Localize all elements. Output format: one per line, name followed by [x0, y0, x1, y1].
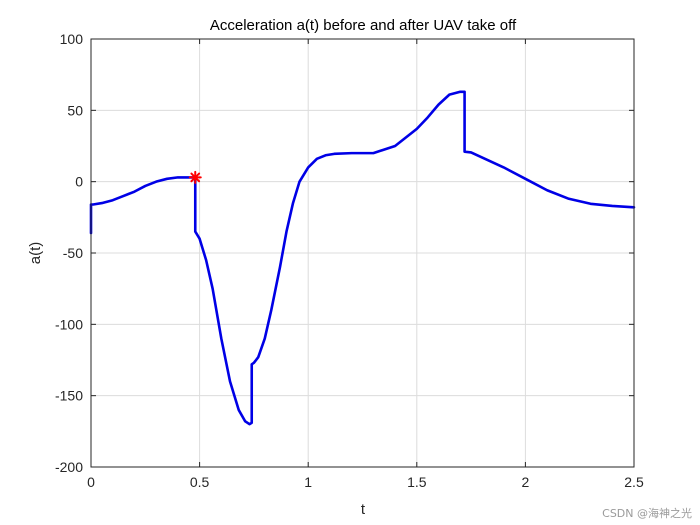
y-tick-label: -150 — [55, 388, 83, 404]
x-tick-label: 0 — [87, 474, 95, 490]
series-line — [89, 90, 636, 426]
chart-title: Acceleration a(t) before and after UAV t… — [210, 17, 517, 34]
x-tick-label: 2.5 — [624, 474, 644, 490]
y-tick-label: 50 — [67, 102, 83, 118]
watermark: CSDN @海神之光 — [602, 507, 692, 520]
y-axis-label: a(t) — [27, 242, 44, 265]
x-tick-label: 1.5 — [407, 474, 427, 490]
y-tick-label: 0 — [75, 174, 83, 190]
x-tick-label: 2 — [522, 474, 530, 490]
data-layer — [89, 90, 636, 426]
star-marker — [188, 170, 202, 184]
x-axis-label: t — [361, 501, 366, 518]
axis-ticks: 0 0.5 1 1.5 2 2.5 -200 -150 -100 -50 0 50 100 — [55, 31, 644, 490]
star-marker-stroke — [190, 172, 201, 183]
y-tick-label: -200 — [55, 459, 83, 475]
x-tick-label: 1 — [304, 474, 312, 490]
y-tick-label: 100 — [60, 31, 84, 47]
y-tick-label: -100 — [55, 316, 83, 332]
y-tick-label: -50 — [63, 245, 83, 261]
x-tick-label: 0.5 — [190, 474, 210, 490]
